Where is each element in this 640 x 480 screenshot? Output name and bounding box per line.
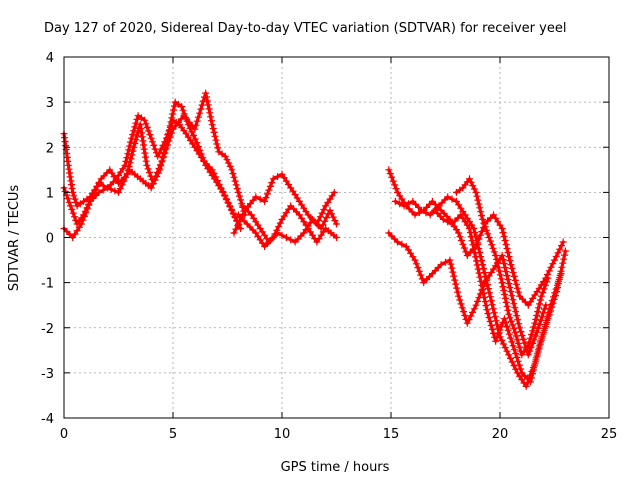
plus-markers xyxy=(60,89,249,241)
plus-markers xyxy=(431,206,569,386)
x-tick-label: 5 xyxy=(169,427,177,442)
y-tick-label: 0 xyxy=(46,232,54,247)
series-line xyxy=(62,91,247,240)
series-layer xyxy=(60,89,569,390)
y-tick-label: 4 xyxy=(46,51,54,66)
y-tick-label: -2 xyxy=(41,322,54,337)
y-axis-label: SDTVAR / TECUs xyxy=(7,185,22,292)
plus-markers xyxy=(239,202,340,246)
x-tick-label: 10 xyxy=(274,427,291,442)
series-line xyxy=(433,208,568,384)
x-tick-label: 20 xyxy=(492,427,509,442)
x-tick-label: 25 xyxy=(601,427,618,442)
series-sat-k xyxy=(452,175,552,359)
plus-markers xyxy=(385,229,550,359)
series-sat-h xyxy=(385,229,550,359)
chart-title: Day 127 of 2020, Sidereal Day-to-day VTE… xyxy=(44,21,566,36)
series-sat-f xyxy=(239,202,340,246)
x-axis-label: GPS time / hours xyxy=(281,460,390,475)
y-tick-label: 3 xyxy=(46,96,54,111)
y-tick-label: -4 xyxy=(41,412,54,427)
y-tick-label: -3 xyxy=(41,367,54,382)
x-tick-label: 15 xyxy=(383,427,400,442)
series-sat-b xyxy=(60,98,245,232)
plus-markers xyxy=(60,98,245,232)
y-tick-label: 1 xyxy=(46,186,54,201)
series-sat-c xyxy=(60,89,249,241)
x-tick-label: 0 xyxy=(60,427,68,442)
plus-markers xyxy=(452,175,552,359)
y-tick-label: -1 xyxy=(41,277,54,292)
tick-layer: 0 5 10 15 20 25 -4 -3 -2 -1 0 1 2 3 4 xyxy=(41,51,617,442)
series-sat-j xyxy=(431,206,569,386)
y-tick-label: 2 xyxy=(46,141,54,156)
